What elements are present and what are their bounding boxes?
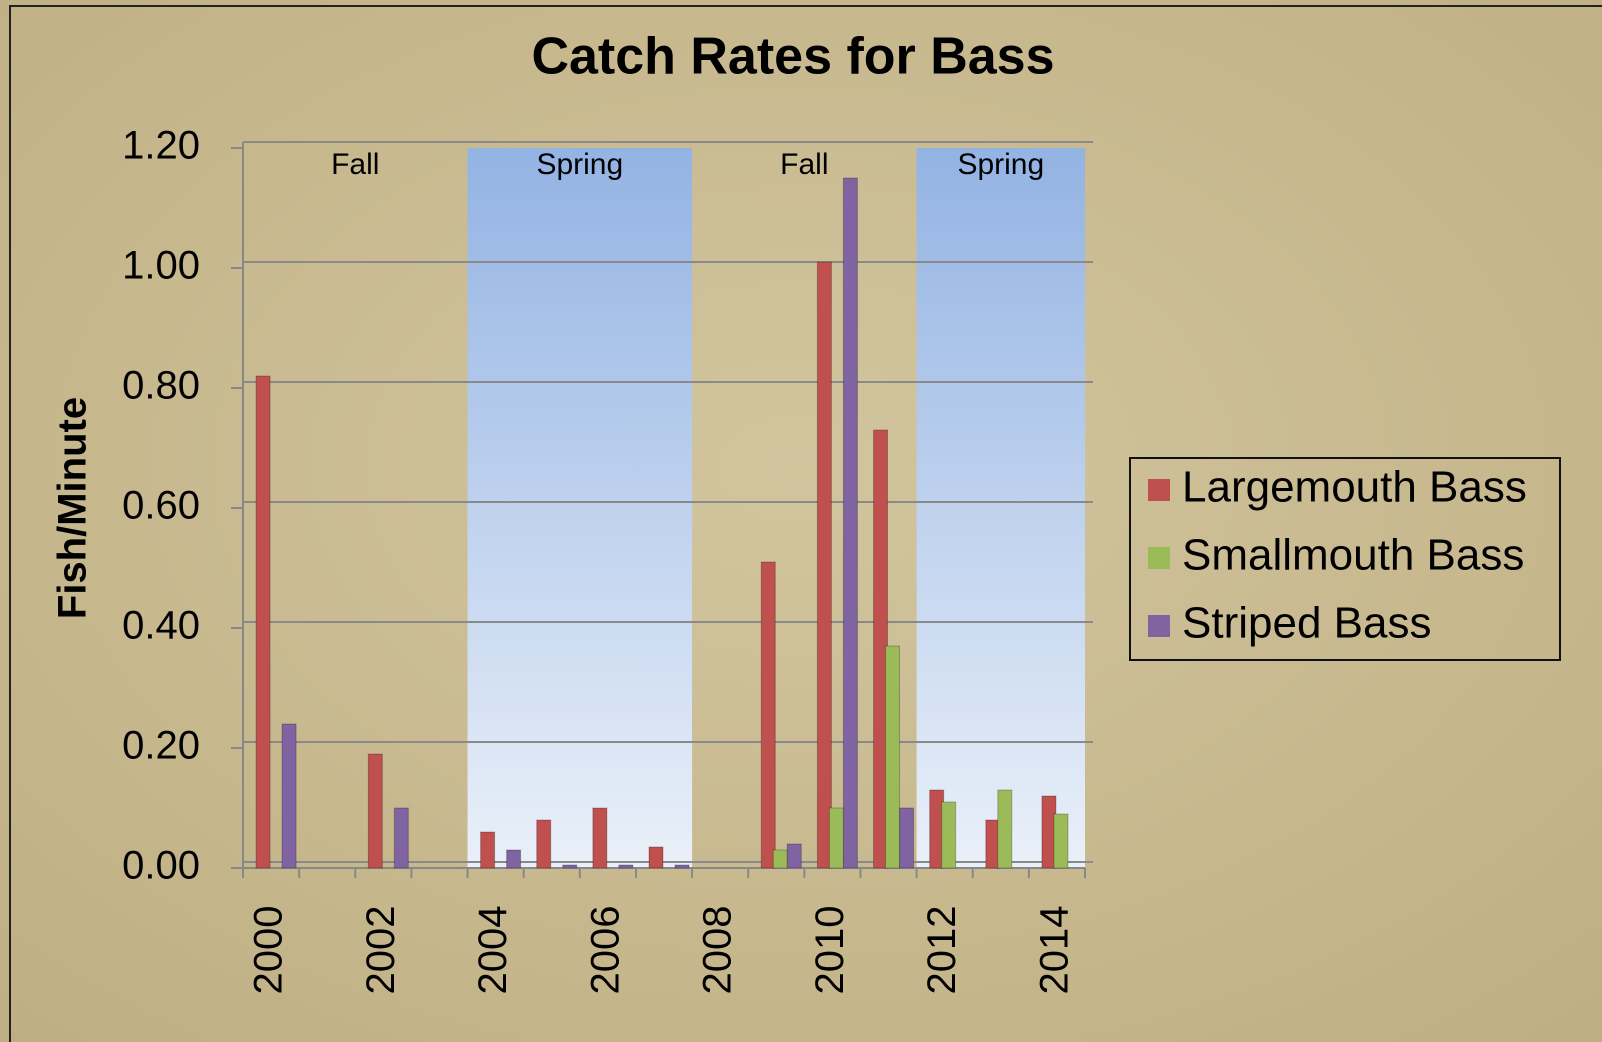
bar (997, 789, 1013, 869)
bar (816, 261, 832, 869)
legend-swatch (1148, 547, 1170, 569)
x-tick-label: 2000 (247, 906, 291, 995)
legend-label: Smallmouth Bass (1182, 531, 1524, 580)
legend-label: Striped Bass (1182, 599, 1431, 648)
y-tick-label: 0.40 (122, 604, 200, 648)
bar (506, 849, 522, 869)
bar (674, 864, 690, 869)
bar (885, 645, 901, 869)
legend-swatch (1148, 479, 1170, 501)
bar (1053, 813, 1069, 869)
y-tick-label: 0.20 (122, 724, 200, 768)
x-tick-label: 2006 (583, 906, 627, 995)
bar (760, 561, 776, 869)
bar (618, 864, 634, 869)
bar (367, 753, 383, 869)
x-tick-label: 2004 (471, 906, 515, 995)
legend-box (1129, 457, 1561, 661)
season-label: Fall (780, 148, 828, 181)
season-label: Spring (536, 148, 623, 181)
y-tick-label: 0.80 (122, 364, 200, 408)
bar (842, 177, 858, 869)
bar (281, 723, 297, 869)
season-region (467, 148, 693, 868)
y-tick-label: 1.00 (122, 244, 200, 288)
x-tick-label: 2014 (1032, 906, 1076, 995)
x-tick-label: 2012 (920, 906, 964, 995)
bar (941, 801, 957, 869)
y-tick-label: 0.00 (122, 844, 200, 888)
bar (828, 807, 844, 869)
legend-label: Largemouth Bass (1182, 463, 1527, 512)
y-tick-label: 1.20 (122, 124, 200, 168)
bar (480, 831, 496, 869)
legend-swatch (1148, 615, 1170, 637)
bar (536, 819, 552, 869)
bar (562, 864, 578, 869)
season-label: Fall (331, 148, 379, 181)
bar (786, 843, 802, 869)
x-tick-label: 2008 (696, 906, 740, 995)
bar (899, 807, 915, 869)
bar (393, 807, 409, 869)
bar (648, 846, 664, 869)
bar (772, 849, 788, 869)
y-tick-label: 0.60 (122, 484, 200, 528)
y-axis-label: Fish/Minute (51, 397, 95, 619)
x-tick-label: 2010 (808, 906, 852, 995)
bar (255, 375, 271, 869)
chart-title: Catch Rates for Bass (531, 28, 1054, 86)
season-region (916, 148, 1085, 868)
bar (592, 807, 608, 869)
season-label: Spring (957, 148, 1044, 181)
frame (9, 5, 1602, 1042)
x-tick-label: 2002 (359, 906, 403, 995)
